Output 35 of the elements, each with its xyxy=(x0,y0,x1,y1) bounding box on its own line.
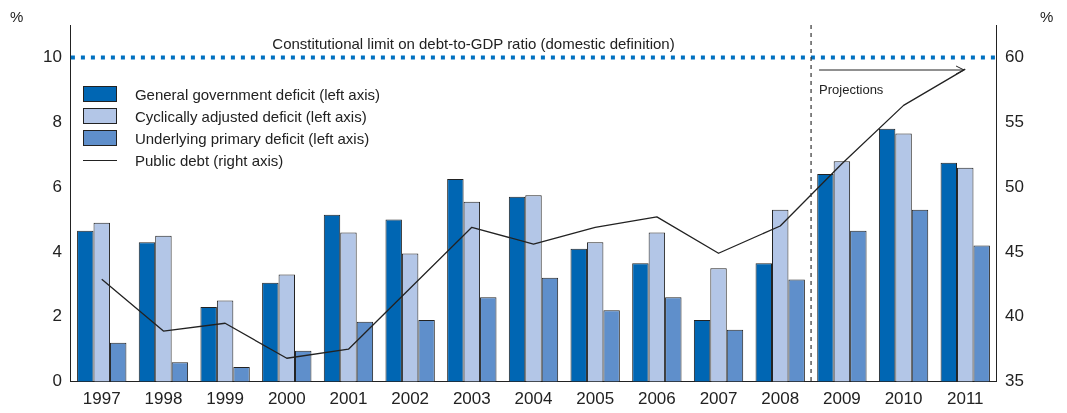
y-tick-label: 10 xyxy=(42,47,62,67)
y2-tick-label: 40 xyxy=(1005,306,1025,326)
x-tick-label: 2011 xyxy=(946,389,984,409)
x-tick-label: 2007 xyxy=(699,389,738,409)
y2-tick-label: 55 xyxy=(1005,111,1025,131)
x-tick-label: 2002 xyxy=(391,389,430,409)
y-tick-label: 4 xyxy=(52,241,62,261)
y-axis-title: % xyxy=(10,8,24,25)
x-tick-label: 2006 xyxy=(637,389,676,409)
y-tick-label: 2 xyxy=(52,306,62,326)
legend-label: General government deficit (left axis) xyxy=(134,85,381,103)
legend-label: Public debt (right axis) xyxy=(134,151,284,169)
x-tick-label: 2001 xyxy=(329,389,368,409)
legend-label: Underlying primary deficit (left axis) xyxy=(134,129,370,147)
annotation: Projections xyxy=(819,81,884,97)
x-tick-label: 1998 xyxy=(144,389,183,409)
y2-tick-label: 45 xyxy=(1005,241,1025,261)
x-tick-label: 2005 xyxy=(576,389,615,409)
x-tick-label: 2009 xyxy=(822,389,861,409)
x-tick-label: 2004 xyxy=(514,389,553,409)
x-tick-label: 1999 xyxy=(206,389,245,409)
y2-tick-label: 50 xyxy=(1005,176,1025,196)
x-tick-label: 1997 xyxy=(82,389,121,409)
y-tick-label: 6 xyxy=(52,176,62,196)
y2-tick-label: 60 xyxy=(1005,47,1025,67)
x-tick-label: 2000 xyxy=(267,389,306,409)
y-tick-label: 0 xyxy=(52,371,62,391)
x-tick-label: 2010 xyxy=(884,389,923,409)
y2-axis-title: % xyxy=(1040,8,1054,25)
x-tick-label: 2008 xyxy=(761,389,800,409)
ref-line-label: Constitutional limit on debt-to-GDP ratio (domestic definition) xyxy=(272,35,675,53)
legend-label: Cyclically adjusted deficit (left axis) xyxy=(134,107,367,125)
x-tick-label: 2003 xyxy=(452,389,491,409)
y2-tick-label: 35 xyxy=(1005,371,1025,391)
y-tick-label: 8 xyxy=(52,111,62,131)
